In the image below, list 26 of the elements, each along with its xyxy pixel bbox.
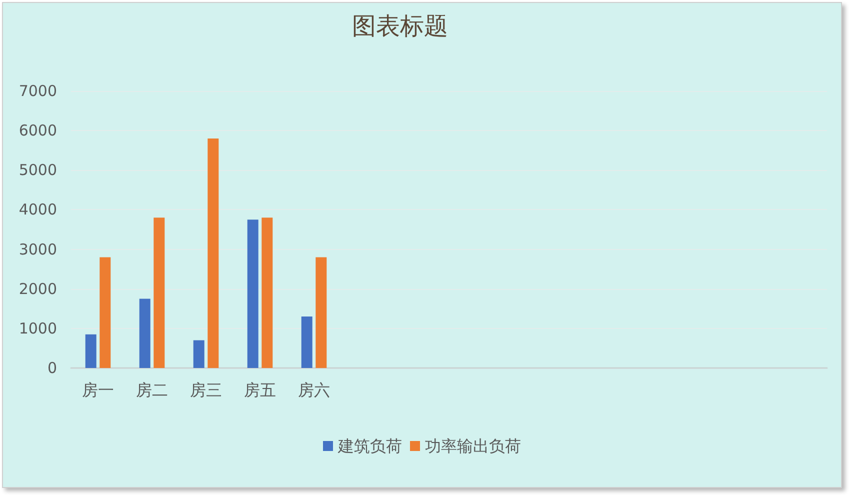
x-tick-label: 房一 bbox=[82, 380, 114, 400]
legend-label: 功率输出负荷 bbox=[425, 436, 521, 456]
y-tick-label: 2000 bbox=[18, 280, 57, 298]
bar bbox=[100, 257, 111, 368]
bar bbox=[301, 316, 312, 368]
chart-title: 图表标题 bbox=[352, 12, 448, 40]
y-tick-label: 4000 bbox=[18, 200, 57, 219]
x-tick-label: 房二 bbox=[136, 380, 168, 400]
legend-label: 建筑负荷 bbox=[337, 436, 402, 456]
bar bbox=[247, 220, 258, 368]
y-tick-label: 7000 bbox=[18, 82, 57, 100]
y-tick-label: 6000 bbox=[18, 122, 57, 140]
bar bbox=[139, 298, 150, 368]
x-tick-label: 房三 bbox=[190, 380, 222, 400]
y-tick-label: 0 bbox=[47, 359, 57, 377]
x-tick-label: 房六 bbox=[298, 380, 330, 400]
y-tick-label: 1000 bbox=[18, 319, 57, 338]
bar bbox=[316, 257, 327, 368]
bar bbox=[85, 334, 96, 368]
x-tick-label: 房五 bbox=[244, 380, 276, 400]
bar bbox=[154, 218, 165, 368]
bar bbox=[262, 218, 273, 368]
y-tick-label: 5000 bbox=[18, 161, 57, 180]
bar bbox=[208, 138, 219, 368]
bar bbox=[193, 340, 204, 368]
y-tick-label: 3000 bbox=[18, 240, 57, 258]
